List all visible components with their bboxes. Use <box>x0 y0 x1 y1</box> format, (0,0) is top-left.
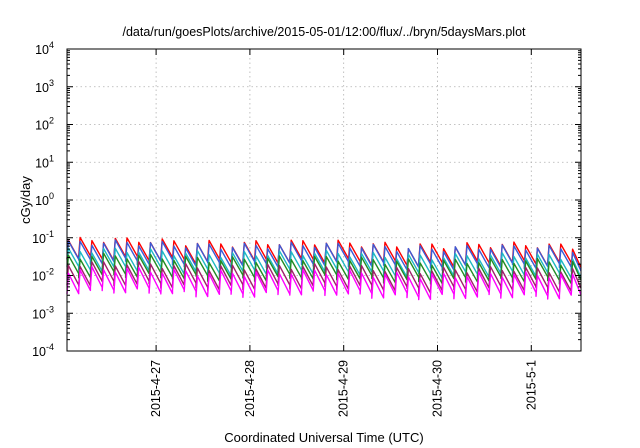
series-line-6 <box>66 266 582 301</box>
y-tick-label: 103 <box>35 78 54 95</box>
y-tick-label: 102 <box>35 116 54 133</box>
y-tick-label: 10-3 <box>32 304 54 321</box>
y-tick-label: 10-2 <box>32 267 54 284</box>
y-tick-label: 10-4 <box>32 342 54 359</box>
x-tick-label: 2015-4-28 <box>243 360 257 417</box>
x-axis: 2015-4-27 2015-4-28 2015-4-29 2015-4-30 2015… <box>149 49 538 417</box>
y-tick-label: 10-1 <box>32 229 54 246</box>
series-line-5 <box>66 261 582 295</box>
y-tick-label: 104 <box>35 40 54 57</box>
y-axis-label: cGy/day <box>18 176 33 224</box>
x-tick-label: 2015-5-1 <box>524 360 538 410</box>
x-tick-label: 2015-4-30 <box>430 360 444 417</box>
grid-lines <box>67 49 581 351</box>
y-axis: 104 103 102 101 100 10-1 10-2 10-3 10-4 <box>32 40 581 359</box>
series-group <box>66 236 582 301</box>
y-tick-label: 101 <box>35 153 54 170</box>
x-tick-label: 2015-4-27 <box>149 360 163 417</box>
x-axis-label: Coordinated Universal Time (UTC) <box>224 430 423 445</box>
chart-title: /data/run/goesPlots/archive/2015-05-01/1… <box>122 25 526 39</box>
series-line-4 <box>66 252 582 285</box>
series-line-3 <box>66 247 582 280</box>
y-tick-label: 100 <box>35 191 54 208</box>
x-tick-label: 2015-4-29 <box>337 360 351 417</box>
